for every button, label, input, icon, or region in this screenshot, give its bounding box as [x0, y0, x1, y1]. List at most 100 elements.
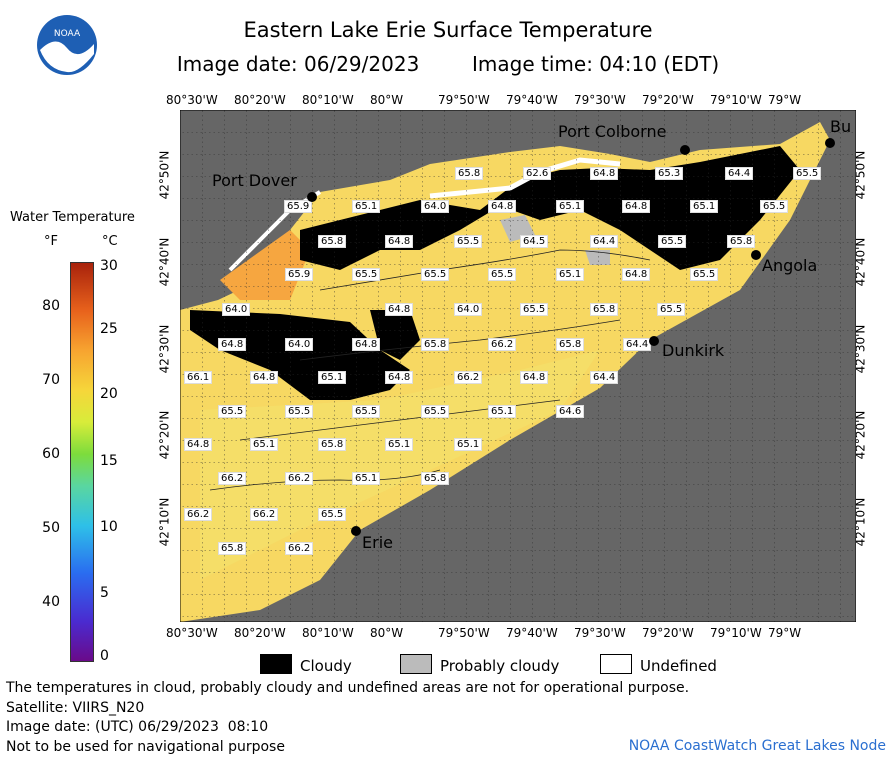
legend-cloudy-label: Cloudy	[300, 657, 352, 675]
legend-unit-c: °C	[102, 234, 118, 249]
temp-label: 65.1	[318, 371, 347, 384]
temp-label: 66.2	[218, 472, 247, 485]
temp-label: 65.1	[250, 438, 279, 451]
temp-label: 64.0	[222, 303, 251, 316]
lon-label-top: 79°10'W	[710, 93, 762, 107]
tick-f-80: 80	[42, 298, 60, 314]
lon-label-top: 79°40'W	[506, 93, 558, 107]
logo-text: NOAA	[54, 29, 81, 39]
lon-label-bottom: 80°20'W	[234, 626, 286, 640]
temp-label: 64.8	[250, 371, 279, 384]
temp-label: 66.2	[250, 508, 279, 521]
color-bar	[70, 262, 94, 662]
lon-label-bottom: 80°10'W	[302, 626, 354, 640]
temp-label: 65.8	[590, 303, 619, 316]
temp-label: 65.8	[455, 167, 484, 180]
temp-label: 65.5	[760, 200, 789, 213]
temp-label: 66.2	[184, 508, 213, 521]
noaa-logo: NOAA	[36, 14, 98, 76]
temp-label: 65.1	[454, 438, 483, 451]
tick-c-5: 5	[100, 585, 109, 601]
tick-f-40: 40	[42, 594, 60, 610]
lon-label-bottom: 79°20'W	[642, 626, 694, 640]
temp-label: 65.5	[318, 508, 347, 521]
lat-label-left: 42°10'N	[157, 497, 172, 547]
temp-label: 64.8	[385, 303, 414, 316]
temp-label: 66.2	[454, 371, 483, 384]
temp-label: 64.8	[352, 338, 381, 351]
lon-label-bottom: 79°W	[768, 626, 802, 640]
lon-label-top: 80°W	[370, 93, 404, 107]
temp-label: 65.5	[520, 303, 549, 316]
temp-label: 65.5	[218, 405, 247, 418]
lon-label-top: 79°W	[768, 93, 802, 107]
temp-label: 64.8	[488, 200, 517, 213]
temp-label: 65.9	[284, 200, 313, 213]
lon-label-top: 79°30'W	[574, 93, 626, 107]
city-erie: Erie	[362, 533, 393, 552]
temp-label: 65.8	[318, 438, 347, 451]
footer-disclaimer: The temperatures in cloud, probably clou…	[6, 680, 690, 696]
lon-label-bottom: 79°50'W	[438, 626, 490, 640]
temp-label: 65.5	[658, 235, 687, 248]
temp-label: 64.8	[385, 235, 414, 248]
temp-label: 65.1	[690, 200, 719, 213]
temp-label: 66.2	[488, 338, 517, 351]
temp-label: 65.5	[454, 235, 483, 248]
legend-cloudy-swatch	[260, 654, 292, 674]
lon-label-bottom: 80°30'W	[166, 626, 218, 640]
temp-label: 64.8	[622, 200, 651, 213]
temp-label: 65.1	[385, 438, 414, 451]
lon-label-top: 79°20'W	[642, 93, 694, 107]
temp-label: 64.0	[454, 303, 483, 316]
lat-label-right: 42°10'N	[853, 497, 868, 547]
temp-label: 64.8	[218, 338, 247, 351]
tick-f-60: 60	[42, 446, 60, 462]
tick-c-10: 10	[100, 519, 118, 535]
footer-utc-date: Image date: (UTC) 06/29/2023 08:10	[6, 719, 269, 735]
lat-label-left: 42°40'N	[157, 237, 172, 287]
city-buffalo: Bu	[830, 117, 852, 136]
legend-unit-f: °F	[44, 234, 58, 249]
lon-label-bottom: 80°W	[370, 626, 404, 640]
temp-label: 65.9	[285, 268, 314, 281]
lon-label-bottom: 79°10'W	[710, 626, 762, 640]
temp-label: 65.5	[488, 268, 517, 281]
lon-label-top: 79°50'W	[438, 93, 490, 107]
footer-satellite: Satellite: VIIRS_N20	[6, 700, 145, 716]
lon-label-top: 80°30'W	[166, 93, 218, 107]
temp-label: 65.8	[556, 338, 585, 351]
temp-label: 64.4	[623, 338, 652, 351]
temp-label: 64.0	[285, 338, 314, 351]
temp-label: 65.8	[318, 235, 347, 248]
legend-probably-cloudy-swatch	[400, 654, 432, 674]
tick-c-20: 20	[100, 386, 118, 402]
temp-label: 66.1	[184, 371, 213, 384]
temp-label: 64.8	[520, 371, 549, 384]
temp-label: 65.1	[352, 472, 381, 485]
temp-label: 64.8	[590, 167, 619, 180]
temp-label: 66.2	[285, 542, 314, 555]
temp-label: 65.5	[285, 405, 314, 418]
temp-label: 65.5	[793, 167, 822, 180]
legend-undefined-swatch	[600, 654, 632, 674]
temp-label: 65.5	[421, 405, 450, 418]
legend-probably-cloudy-label: Probably cloudy	[440, 657, 560, 675]
temp-label: 64.4	[590, 235, 619, 248]
temp-label: 65.8	[727, 235, 756, 248]
city-port-colborne: Port Colborne	[558, 122, 667, 141]
lon-label-top: 80°10'W	[302, 93, 354, 107]
temp-label: 65.5	[657, 303, 686, 316]
lat-label-right: 42°50'N	[853, 150, 868, 200]
temp-label: 62.6	[523, 167, 552, 180]
tick-f-50: 50	[42, 520, 60, 536]
image-date: Image date: 06/29/2023	[176, 52, 420, 76]
city-port-dover: Port Dover	[212, 171, 297, 190]
footer-nav-warning: Not to be used for navigational purpose	[6, 739, 285, 755]
temp-label: 65.5	[352, 405, 381, 418]
legend-title: Water Temperature	[10, 210, 135, 225]
tick-c-30: 30	[100, 258, 118, 274]
temp-label: 65.8	[421, 472, 450, 485]
tick-c-25: 25	[100, 321, 118, 337]
lon-label-bottom: 79°30'W	[574, 626, 626, 640]
